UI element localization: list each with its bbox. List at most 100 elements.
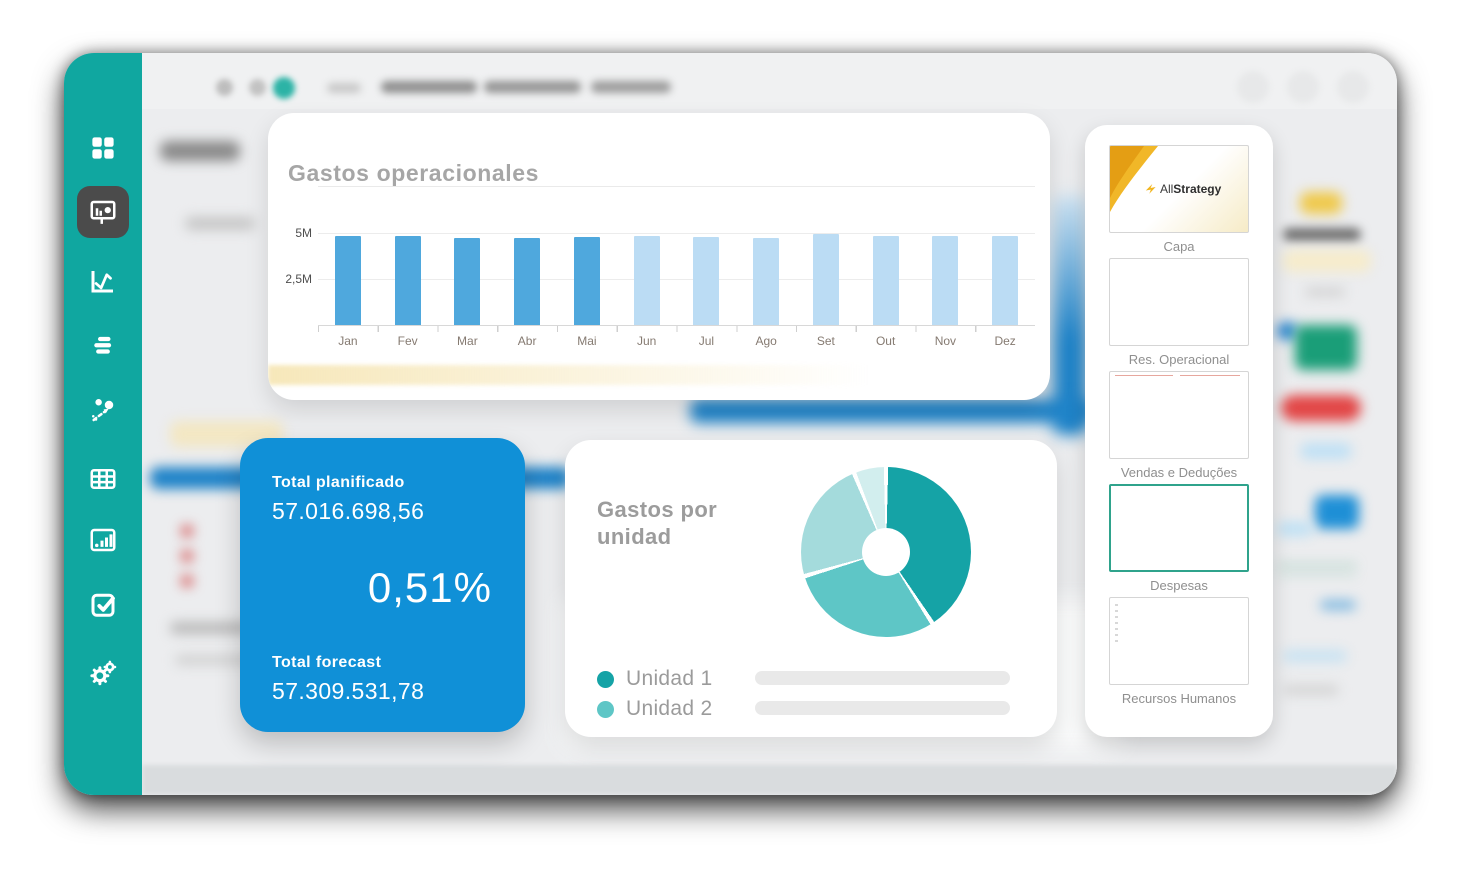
bar[interactable] bbox=[932, 236, 959, 325]
sidebar-item-dashboard[interactable] bbox=[77, 122, 129, 174]
slide-thumb-res-operacional[interactable] bbox=[1109, 258, 1249, 346]
card-title: Gastos operacionales bbox=[288, 160, 540, 187]
layers-icon bbox=[88, 330, 118, 360]
operational-expenses-card: Gastos operacionales 5M 2,5M Jan Fev Mar Ab… bbox=[268, 113, 1050, 400]
bar-slot-mar[interactable]: Mar bbox=[438, 233, 498, 348]
table-icon bbox=[88, 464, 118, 494]
x-axis-label: Jan bbox=[338, 334, 358, 348]
x-axis-label: Set bbox=[816, 334, 835, 348]
slide-thumb-recursos-humanos[interactable] bbox=[1109, 597, 1249, 685]
background-bottom-bar bbox=[142, 765, 1397, 795]
slide-label: Res. Operacional bbox=[1128, 352, 1230, 367]
grid-icon bbox=[88, 133, 118, 163]
toolbar-back-icon bbox=[216, 79, 233, 96]
totals-kpi-card: Total planificado 57.016.698,56 0,51% To… bbox=[240, 438, 525, 732]
bar-slot-set[interactable]: Set bbox=[796, 233, 856, 348]
x-axis-label: Nov bbox=[934, 334, 957, 348]
bar[interactable] bbox=[693, 237, 720, 325]
bar[interactable] bbox=[872, 236, 899, 325]
bar-slot-ago[interactable]: Ago bbox=[736, 233, 796, 348]
slide-label: Recursos Humanos bbox=[1121, 691, 1237, 706]
x-axis-label: Ago bbox=[755, 334, 777, 348]
bar-slot-nov[interactable]: Nov bbox=[916, 233, 976, 348]
legend-dot-icon bbox=[597, 670, 614, 688]
line-chart-icon bbox=[88, 266, 118, 296]
donut-hole bbox=[862, 528, 910, 576]
bar[interactable] bbox=[812, 234, 839, 325]
slide-thumb-capa[interactable]: All Strategy bbox=[1109, 145, 1249, 233]
slide-thumb-vendas-e-dedu-es[interactable] bbox=[1109, 371, 1249, 459]
legend-dot-icon bbox=[597, 700, 614, 718]
checkbox-icon bbox=[88, 589, 118, 619]
toolbar-refresh-icon bbox=[249, 79, 266, 96]
sidebar-item-settings[interactable] bbox=[77, 646, 129, 698]
bar-chart-icon bbox=[88, 525, 118, 555]
x-axis bbox=[318, 325, 1035, 326]
divider bbox=[318, 186, 1035, 187]
legend: Unidad 1 Unidad 2 bbox=[597, 664, 712, 724]
slide-thumb-despesas[interactable] bbox=[1109, 484, 1249, 572]
legend-label: Unidad 1 bbox=[626, 667, 713, 690]
toolbar-window-controls bbox=[1237, 71, 1269, 103]
legend-item-1[interactable]: Unidad 1 bbox=[597, 664, 712, 694]
bar[interactable] bbox=[394, 236, 421, 325]
x-axis-label: Fev bbox=[397, 334, 418, 348]
bar-slot-jan[interactable]: Jan bbox=[318, 233, 378, 348]
planned-value: 57.016.698,56 bbox=[272, 498, 425, 524]
bar[interactable] bbox=[573, 237, 600, 325]
sidebar-item-flows[interactable] bbox=[77, 384, 129, 436]
legend-placeholder-bar bbox=[755, 671, 1010, 685]
card-title: Gastos por unidad bbox=[597, 497, 718, 550]
bar-slot-jun[interactable]: Jun bbox=[617, 233, 677, 348]
allstrategy-logo: All Strategy bbox=[1145, 182, 1221, 196]
slide-item: Recursos Humanos bbox=[1109, 597, 1249, 706]
sidebar-item-tasks[interactable] bbox=[77, 578, 129, 630]
x-axis-label: Out bbox=[875, 334, 896, 348]
forecast-value: 57.309.531,78 bbox=[272, 678, 425, 704]
expenses-by-unit-card: Gastos por unidad Unidad 1 Unidad 2 bbox=[565, 440, 1057, 737]
legend-placeholder-bar bbox=[755, 701, 1010, 715]
presentation-icon bbox=[88, 197, 118, 227]
bar-slot-dez[interactable]: Dez bbox=[975, 233, 1035, 348]
legend-item-2[interactable]: Unidad 2 bbox=[597, 694, 712, 724]
slides-panel: All Strategy Capa Res. Operacional Vendas e … bbox=[1085, 125, 1273, 737]
bar-slot-fev[interactable]: Fev bbox=[378, 233, 438, 348]
toolbar-blur-title bbox=[381, 81, 477, 93]
slide-label: Despesas bbox=[1150, 578, 1208, 593]
slide-item: Despesas bbox=[1109, 484, 1249, 593]
thumb-red-line bbox=[1180, 375, 1240, 376]
bar[interactable] bbox=[633, 236, 660, 325]
toolbar-blur-text bbox=[327, 83, 361, 93]
slide-item: Vendas e Deduções bbox=[1109, 371, 1249, 480]
bar-slot-mai[interactable]: Mai bbox=[557, 233, 617, 348]
x-axis-label: Mai bbox=[577, 334, 597, 348]
bar-slot-abr[interactable]: Abr bbox=[497, 233, 557, 348]
logo-text-regular: All bbox=[1159, 182, 1174, 196]
sidebar-item-reports[interactable] bbox=[77, 514, 129, 566]
highlight-strip bbox=[268, 365, 868, 385]
bar[interactable] bbox=[334, 236, 361, 325]
toolbar bbox=[142, 53, 1397, 109]
x-axis-label: Mar bbox=[457, 334, 478, 348]
bar-slot-jul[interactable]: Jul bbox=[677, 233, 737, 348]
toolbar-blur-title3 bbox=[591, 81, 671, 93]
x-axis-label: Jun bbox=[636, 334, 657, 348]
bar[interactable] bbox=[454, 238, 481, 325]
slide-item: Res. Operacional bbox=[1109, 258, 1249, 367]
bar[interactable] bbox=[514, 238, 541, 325]
bar-chart-plot: 5M 2,5M Jan Fev Mar Abr Mai Jun Jul Ago Set Out No… bbox=[285, 226, 1035, 348]
sidebar-item-charts[interactable] bbox=[77, 255, 129, 307]
bar-slot-out[interactable]: Out bbox=[856, 233, 916, 348]
flow-icon bbox=[88, 395, 118, 425]
bar[interactable] bbox=[753, 238, 780, 325]
sidebar-item-tables[interactable] bbox=[77, 453, 129, 505]
planned-label: Total planificado bbox=[272, 474, 405, 491]
sidebar-item-presentations[interactable] bbox=[77, 186, 129, 238]
sidebar-item-lists[interactable] bbox=[77, 319, 129, 371]
bar[interactable] bbox=[992, 236, 1019, 325]
toolbar-window-controls bbox=[1287, 71, 1319, 103]
thumb-red-line bbox=[1115, 375, 1173, 376]
gear-icon bbox=[88, 657, 118, 687]
yellow-wedge-decoration bbox=[1110, 146, 1158, 212]
